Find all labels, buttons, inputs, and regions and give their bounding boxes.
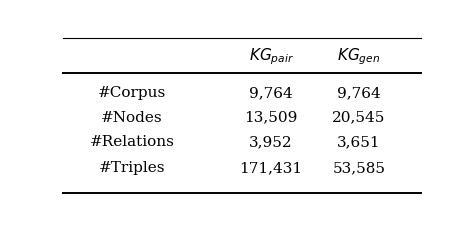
Text: 3,952: 3,952: [249, 134, 293, 148]
Text: 171,431: 171,431: [240, 160, 303, 174]
Text: 3,651: 3,651: [337, 134, 381, 148]
Text: #Corpus: #Corpus: [98, 86, 166, 100]
Text: 20,545: 20,545: [332, 110, 386, 124]
Text: 53,585: 53,585: [332, 160, 386, 174]
Text: #Triples: #Triples: [99, 160, 165, 174]
Text: 13,509: 13,509: [244, 110, 298, 124]
Text: $KG_{pair}$: $KG_{pair}$: [249, 46, 294, 67]
Text: #Nodes: #Nodes: [101, 110, 163, 124]
Text: 9,764: 9,764: [337, 86, 381, 100]
Text: $KG_{gen}$: $KG_{gen}$: [337, 46, 380, 67]
Text: 9,764: 9,764: [249, 86, 293, 100]
Text: #Relations: #Relations: [90, 134, 175, 148]
